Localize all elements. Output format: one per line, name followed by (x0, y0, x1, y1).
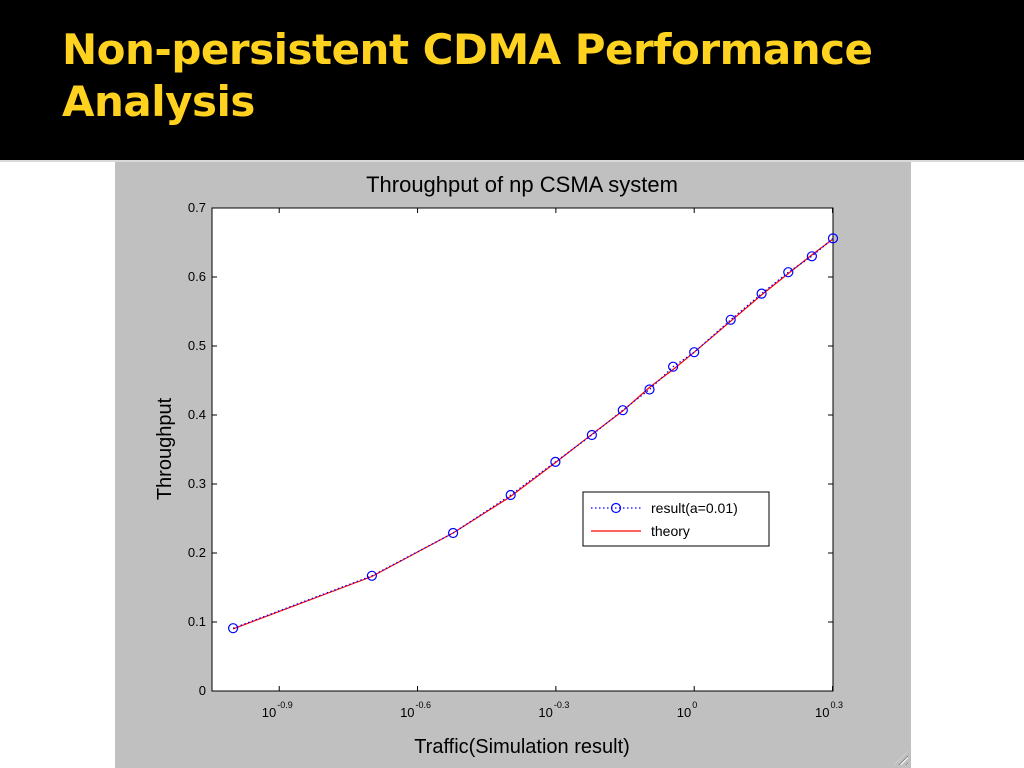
series-result-point (366, 570, 377, 581)
series-result-point (689, 347, 700, 358)
y-tick-label: 0.3 (188, 476, 206, 491)
y-axis: 0 0.1 0.2 0.3 0.4 0.5 0.6 0.7 (188, 200, 833, 698)
y-tick-label: 0.6 (188, 269, 206, 284)
legend-box (582, 491, 770, 547)
throughput-chart: Throughput of np CSMA system Traffic(Sim… (154, 172, 843, 758)
legend-result-marker (610, 502, 622, 514)
series-layer (227, 233, 839, 634)
title-divider (0, 160, 1024, 162)
series-result-point (806, 251, 818, 262)
x-tick-label-base: 10 (262, 705, 276, 720)
y-tick-label: 0.5 (188, 338, 206, 353)
x-tick-label-base: 10 (677, 705, 691, 720)
x-tick-label-base: 10 (815, 705, 829, 720)
series-result-point (617, 405, 628, 416)
x-axis-label: Traffic(Simulation result) (414, 736, 630, 758)
series-result-point (827, 233, 839, 244)
series-result-point (227, 623, 239, 634)
plot-area (211, 207, 834, 692)
x-tick-label-exponent: -0.9 (277, 700, 293, 710)
legend: result(a=0.01) theory (582, 491, 770, 547)
series-result-point (667, 361, 679, 372)
y-tick-label: 0.7 (188, 200, 206, 215)
series-result-point (644, 384, 655, 395)
x-tick-label-exponent: -0.3 (554, 700, 570, 710)
y-tick-label: 0.4 (188, 407, 206, 422)
series-result-point (756, 288, 767, 299)
series-result-point (550, 456, 561, 467)
series-theory-line (232, 238, 834, 630)
figure-window: Throughput of np CSMA system Traffic(Sim… (115, 162, 911, 768)
x-tick-label-exponent: 0 (692, 700, 697, 710)
series-result-point (448, 527, 459, 539)
series-result-point (783, 267, 794, 278)
legend-theory-label: theory (651, 523, 690, 539)
y-tick-label: 0 (199, 683, 206, 698)
x-tick-label-exponent: -0.6 (416, 700, 432, 710)
x-tick-label-base: 10 (400, 705, 414, 720)
y-tick-label: 0.1 (188, 614, 206, 629)
x-axis: 10 -0.9 10 -0.6 10 -0.3 10 0 10 0.3 (262, 208, 843, 720)
x-tick-label-base: 10 (538, 705, 552, 720)
series-result-point (586, 429, 597, 441)
series-result-point (505, 489, 516, 501)
chart-title: Throughput of np CSMA system (366, 172, 678, 197)
series-result-point (725, 314, 736, 325)
legend-result-label: result(a=0.01) (651, 500, 738, 516)
x-tick-label-exponent: 0.3 (831, 700, 844, 710)
y-tick-label: 0.2 (188, 545, 206, 560)
y-axis-label: Throughput (154, 397, 176, 500)
slide-title: Non-persistent CDMA Performance Analysis (62, 25, 873, 126)
